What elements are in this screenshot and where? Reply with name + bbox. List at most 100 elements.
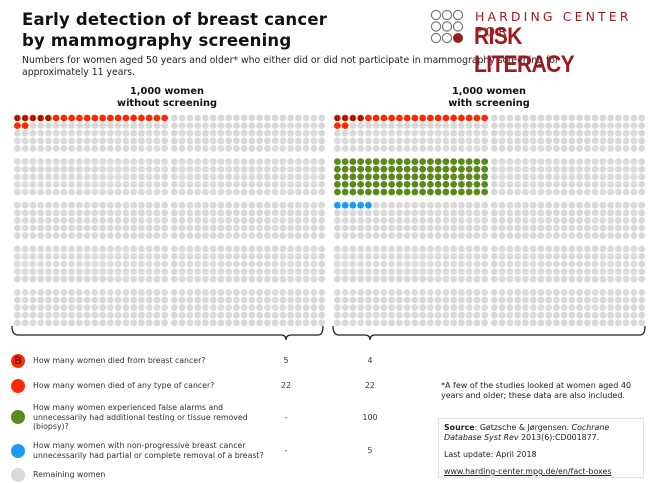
remaining-dot	[37, 253, 45, 260]
remaining-dot	[138, 181, 145, 188]
remaining-dot	[622, 181, 630, 188]
false-alarm-dot	[465, 158, 473, 166]
remaining-dot	[271, 224, 279, 232]
remaining-dot	[76, 260, 83, 268]
false-alarm-dot	[458, 181, 465, 188]
false-alarm-dot	[473, 181, 481, 188]
remaining-dot	[21, 275, 29, 283]
remaining-dot	[638, 311, 646, 319]
remaining-dot	[310, 129, 318, 137]
remaining-dot	[537, 304, 545, 311]
remaining-dot	[591, 188, 599, 196]
remaining-dot	[372, 268, 380, 275]
remaining-dot	[194, 145, 202, 152]
remaining-dot	[233, 289, 240, 296]
remaining-dot	[607, 253, 615, 260]
remaining-dot	[310, 137, 318, 145]
remaining-dot	[256, 201, 264, 209]
remaining-dot	[122, 122, 130, 129]
remaining-dot	[99, 158, 107, 166]
remaining-dot	[217, 311, 225, 319]
remaining-dot	[99, 245, 107, 253]
remaining-dot	[21, 188, 29, 196]
remaining-dot	[45, 253, 52, 260]
remaining-dot	[403, 137, 411, 145]
remaining-dot	[52, 232, 60, 240]
remaining-dot	[248, 145, 256, 152]
remaining-dot	[545, 275, 553, 283]
remaining-dot	[76, 245, 83, 253]
remaining-dot	[91, 224, 99, 232]
value-with-screening: 5	[367, 446, 373, 455]
remaining-dot	[37, 129, 45, 137]
remaining-dot	[256, 253, 264, 260]
remaining-dot	[560, 253, 568, 260]
remaining-dot	[584, 201, 591, 209]
remaining-dot	[295, 289, 302, 296]
false-alarm-dot	[349, 181, 357, 188]
remaining-dot	[45, 268, 52, 275]
remaining-dot	[310, 289, 318, 296]
remaining-dot	[568, 245, 576, 253]
remaining-dot	[264, 181, 271, 188]
remaining-dot	[122, 145, 130, 152]
remaining-dot	[537, 209, 545, 217]
remaining-dot	[68, 260, 76, 268]
remaining-dot	[380, 245, 388, 253]
remaining-dot	[638, 260, 646, 268]
remaining-dot	[178, 209, 186, 217]
remaining-dot	[357, 245, 365, 253]
remaining-dot	[310, 224, 318, 232]
remaining-dot	[576, 129, 584, 137]
breast-cancer-death-dot	[341, 114, 349, 122]
overtreatment-dot	[334, 201, 341, 209]
remaining-dot	[21, 311, 29, 319]
remaining-dot	[45, 289, 52, 296]
remaining-dot	[99, 181, 107, 188]
remaining-dot	[506, 275, 514, 283]
remaining-dot	[130, 260, 138, 268]
remaining-dot	[186, 319, 194, 327]
remaining-dot	[458, 268, 465, 275]
b-marker-label: B	[351, 115, 356, 122]
remaining-dot	[186, 188, 194, 196]
remaining-dot	[473, 260, 481, 268]
remaining-dot	[403, 260, 411, 268]
remaining-dot	[130, 289, 138, 296]
remaining-dot	[161, 296, 169, 304]
remaining-dot	[498, 188, 506, 196]
cancer-death-dot	[145, 114, 153, 122]
remaining-dot	[568, 253, 576, 260]
remaining-dot	[419, 253, 427, 260]
remaining-dot	[341, 245, 349, 253]
remaining-dot	[21, 145, 29, 152]
remaining-dot	[287, 158, 295, 166]
remaining-dot	[615, 129, 622, 137]
remaining-dot	[91, 268, 99, 275]
remaining-dot	[584, 245, 591, 253]
false-alarm-dot	[388, 158, 396, 166]
false-alarm-dot	[380, 158, 388, 166]
remaining-dot	[29, 209, 37, 217]
remaining-dot	[318, 311, 326, 319]
fact-boxes-link[interactable]: www.harding-center.mpg.de/en/fact-boxes	[444, 467, 612, 476]
remaining-dot	[21, 319, 29, 327]
remaining-dot	[310, 319, 318, 327]
remaining-dot	[114, 173, 122, 181]
remaining-dot	[114, 217, 122, 224]
remaining-dot	[76, 165, 83, 173]
breast-cancer-death-dot	[37, 114, 45, 122]
remaining-dot	[529, 275, 537, 283]
remaining-dot	[91, 232, 99, 240]
remaining-dot	[295, 232, 302, 240]
remaining-dot	[107, 253, 114, 260]
red-dot-icon	[11, 379, 25, 393]
remaining-dot	[607, 137, 615, 145]
remaining-dot	[584, 209, 591, 217]
remaining-dot	[186, 253, 194, 260]
remaining-dot	[209, 201, 217, 209]
remaining-dot	[14, 260, 21, 268]
remaining-dot	[615, 137, 622, 145]
remaining-dot	[76, 289, 83, 296]
remaining-dot	[248, 253, 256, 260]
